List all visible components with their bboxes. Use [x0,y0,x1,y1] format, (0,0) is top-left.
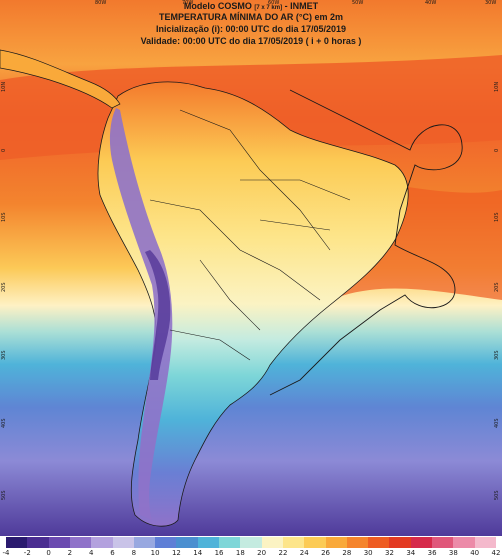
latitude-label: 10N [494,81,500,92]
latitude-label: 30S [494,350,500,360]
temperature-map [0,0,502,536]
colorbar-label: 34 [406,549,416,557]
colorbar-label: 24 [299,549,309,557]
colorbar-swatch [197,537,220,548]
title-line-initialization: Inicialização (i): 00:00 UTC do dia 17/0… [155,24,347,34]
colorbar-label: 26 [321,549,331,557]
latitude-label: 0 [494,148,500,152]
colorbar-label: 4 [88,549,94,557]
colorbar-swatch [112,537,135,548]
latitude-label: 20S [494,282,500,292]
latitude-label: 30S [1,350,7,360]
title-line-variable: TEMPERATURA MÍNIMA DO AR (°C) em 2m [159,12,343,22]
colorbar-label: 8 [131,549,137,557]
colorbar-label: -2 [23,549,31,557]
colorbar-label: 20 [257,549,267,557]
colorbar-swatch [368,537,390,548]
latitude-label: 40S [1,418,7,428]
colorbar-label: 6 [110,549,115,557]
colorbar-label: 10 [150,549,160,557]
colorbar-label: 42 [491,549,501,557]
title-line-validity: Validade: 00:00 UTC do dia 17/05/2019 ( … [140,36,362,46]
longitude-label: 30W [485,0,497,6]
temperature-colorbar: -4 -2 0 2 4 6 8 10 12 14 16 18 20 22 24 26 28 30 32 34 36 38 4… [0,536,502,558]
colorbar-label: 28 [342,549,352,557]
colorbar-swatch [389,537,412,548]
colorbar-swatch [282,537,305,548]
colorbar-swatch [453,537,476,548]
colorbar-swatch [69,537,92,548]
longitude-label: 80W [95,0,107,6]
latitude-label: 50S [1,490,7,500]
colorbar-label: 22 [278,549,288,557]
colorbar-swatch [219,537,241,548]
longitude-label: 50W [352,0,364,6]
colorbar-label: 36 [427,549,437,557]
colorbar-swatch [6,537,28,548]
latitude-label: 10S [1,212,7,222]
colorbar-label: 16 [214,549,224,557]
latitude-label: 10S [494,212,500,222]
latitude-label: 0 [1,148,7,152]
longitude-label: 40W [425,0,437,6]
colorbar-swatch [176,537,199,548]
colorbar-swatch [240,537,263,548]
colorbar-label: 14 [193,549,203,557]
latitude-label: 50S [494,490,500,500]
colorbar-swatch [346,537,369,548]
colorbar-label: 12 [171,549,181,557]
longitude-label: 70W [182,0,194,6]
colorbar-label: -4 [2,549,10,557]
latitude-label: 10N [1,81,7,92]
colorbar-swatch [155,537,177,548]
colorbar-label: 38 [448,549,458,557]
colorbar-swatch [27,537,50,548]
latitude-label: 40S [494,418,500,428]
colorbar-label: 30 [363,549,373,557]
latitude-label: 20S [1,282,7,292]
title-line-model: Modelo COSMO [7 x 7 km] - INMET [183,1,319,11]
colorbar-label: 18 [235,549,245,557]
colorbar-swatch [304,537,327,548]
colorbar-swatch [410,537,433,548]
colorbar-swatch [133,537,156,548]
colorbar-swatch [474,537,497,548]
colorbar-label: 0 [46,549,51,557]
colorbar-label: 40 [470,549,480,557]
longitude-label: 60W [268,0,280,6]
colorbar-swatch [432,537,454,548]
colorbar-label: 2 [67,549,73,557]
colorbar-swatch [91,537,113,548]
colorbar-label: 32 [385,549,394,557]
colorbar-swatch [325,537,348,548]
colorbar-swatch [261,537,284,548]
colorbar-swatch [48,537,71,548]
